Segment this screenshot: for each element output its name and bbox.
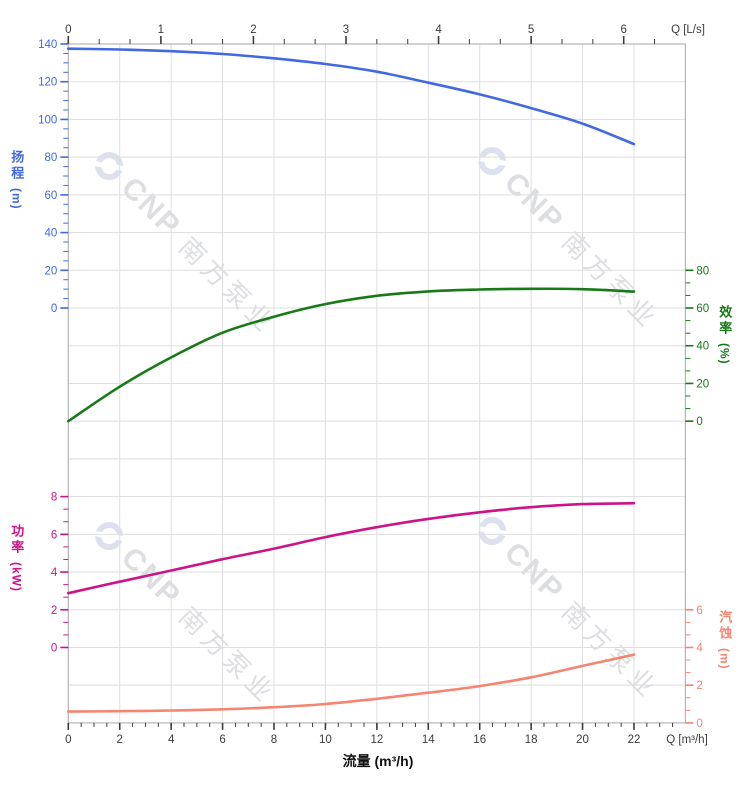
efficiency-axis-unit: (%) (717, 343, 732, 365)
svg-text:20: 20 (576, 734, 589, 746)
svg-text:6: 6 (51, 529, 57, 541)
head-axis-title: 扬程 (m) (8, 150, 24, 210)
svg-text:2: 2 (250, 24, 256, 36)
svg-text:18: 18 (525, 734, 538, 746)
npsh-axis-name: 汽蚀 (717, 610, 733, 642)
head-axis-name: 扬程 (9, 150, 25, 182)
efficiency-curve (67, 287, 636, 423)
svg-text:0: 0 (51, 303, 57, 315)
x-axis-title: 流量 (m³/h) (343, 753, 414, 769)
svg-text:6: 6 (219, 734, 225, 746)
head-axis-ticks: 0 20 40 60 80 100 120 140 (38, 39, 69, 315)
svg-text:8: 8 (271, 734, 277, 746)
svg-text:120: 120 (38, 77, 57, 89)
svg-text:60: 60 (696, 303, 709, 315)
npsh-curve (67, 653, 636, 713)
svg-text:0: 0 (696, 416, 702, 428)
svg-text:4: 4 (435, 24, 442, 36)
svg-text:80: 80 (45, 152, 58, 164)
svg-text:140: 140 (38, 39, 57, 51)
svg-text:80: 80 (696, 265, 709, 277)
svg-text:6: 6 (620, 24, 626, 36)
svg-text:4: 4 (696, 642, 703, 654)
top-axis-ticks: 0 1 2 3 4 5 6 (65, 24, 656, 44)
svg-text:12: 12 (370, 734, 383, 746)
svg-text:20: 20 (696, 378, 709, 390)
power-axis-unit: (kW) (9, 562, 24, 592)
svg-text:3: 3 (343, 24, 349, 36)
svg-text:4: 4 (168, 734, 175, 746)
svg-text:100: 100 (38, 114, 57, 126)
svg-text:60: 60 (45, 190, 58, 202)
npsh-axis-title: 汽蚀 (m) (716, 610, 732, 670)
svg-text:22: 22 (628, 734, 641, 746)
svg-text:0: 0 (696, 718, 702, 730)
svg-text:10: 10 (319, 734, 332, 746)
svg-text:40: 40 (696, 341, 709, 353)
grid-lines (68, 44, 686, 723)
head-axis-unit: (m) (9, 188, 24, 210)
svg-text:8: 8 (51, 492, 57, 504)
svg-text:0: 0 (65, 24, 71, 36)
svg-text:6: 6 (696, 605, 702, 617)
svg-text:5: 5 (528, 24, 534, 36)
power-axis-name: 功率 (9, 524, 25, 556)
bottom-axis-ticks: 0 2 4 6 8 10 12 14 16 18 20 22 (65, 722, 674, 746)
svg-text:2: 2 (117, 734, 123, 746)
power-axis-title: 功率 (kW) (8, 524, 24, 592)
head-curve (67, 47, 636, 146)
svg-text:2: 2 (696, 680, 702, 692)
svg-text:16: 16 (473, 734, 486, 746)
svg-text:20: 20 (45, 265, 58, 277)
svg-text:4: 4 (51, 567, 58, 579)
power-curve (67, 501, 636, 595)
efficiency-axis-name: 效率 (717, 305, 733, 337)
npsh-axis-ticks: 0 2 4 6 (685, 605, 703, 730)
efficiency-axis-ticks: 0 20 40 60 80 (685, 265, 709, 428)
svg-text:0: 0 (65, 734, 71, 746)
efficiency-axis-title: 效率 (%) (716, 305, 732, 365)
svg-text:40: 40 (45, 228, 58, 240)
svg-text:1: 1 (158, 24, 164, 36)
power-axis-ticks: 0 2 4 6 8 (51, 492, 69, 654)
svg-text:14: 14 (422, 734, 435, 746)
top-axis-unit-label: Q [L/s] (671, 24, 705, 36)
npsh-axis-unit: (m) (717, 648, 732, 670)
bottom-axis-unit-label: Q [m³/h] (666, 734, 708, 746)
svg-text:0: 0 (51, 642, 57, 654)
svg-text:2: 2 (51, 605, 57, 617)
